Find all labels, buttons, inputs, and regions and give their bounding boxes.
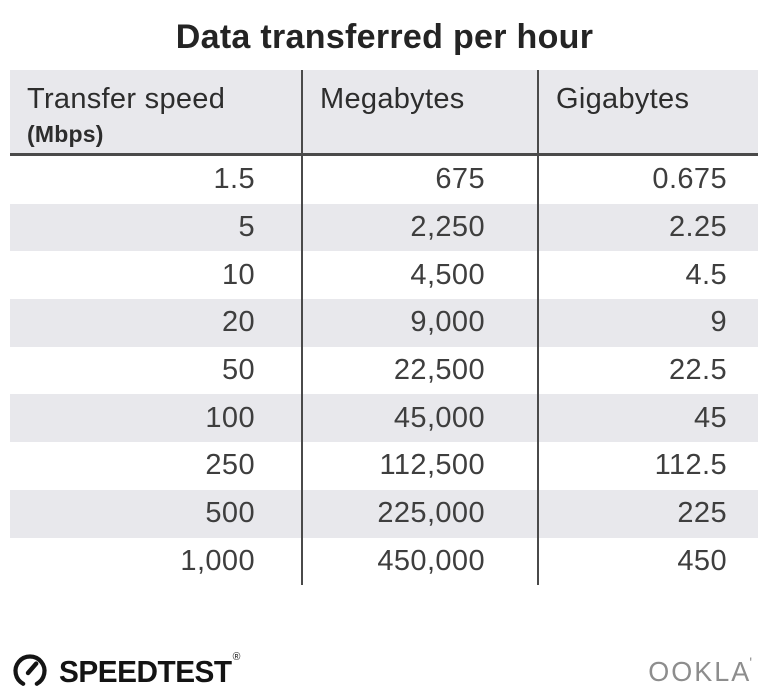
speedtest-logo: SPEEDTEST® bbox=[10, 651, 246, 691]
cell-gigabytes: 45 bbox=[537, 394, 758, 443]
cell-transfer-speed: 5 bbox=[238, 211, 255, 244]
table-row: 1.5 675 0.675 bbox=[10, 156, 758, 204]
column-header-transfer-speed-unit: (Mbps) bbox=[27, 121, 104, 147]
cell-gigabytes: 2.25 bbox=[537, 203, 758, 252]
cell-megabytes: 675 bbox=[301, 156, 537, 204]
cell-megabytes: 225,000 bbox=[301, 489, 537, 538]
cell-gigabytes: 225 bbox=[537, 489, 758, 538]
cell-transfer-speed: 1,000 bbox=[180, 544, 255, 577]
page-title: Data transferred per hour bbox=[175, 18, 594, 56]
table-row: 20 9,000 9 bbox=[10, 299, 758, 347]
table-row: 500 225,000 225 bbox=[10, 489, 758, 538]
column-header-gigabytes: Gigabytes bbox=[537, 70, 758, 153]
cell-transfer-speed: 10 bbox=[221, 258, 255, 291]
cell-transfer-speed: 250 bbox=[205, 449, 255, 482]
table-row: 5 2,250 2.25 bbox=[10, 203, 758, 252]
column-header-transfer-speed-label: Transfer speed bbox=[27, 83, 226, 115]
cell-transfer-speed: 20 bbox=[221, 306, 255, 339]
cell-megabytes: 4,500 bbox=[301, 251, 537, 300]
table-row: 100 45,000 45 bbox=[10, 394, 758, 443]
cell-megabytes: 450,000 bbox=[301, 537, 537, 586]
cell-gigabytes: 9 bbox=[537, 299, 758, 347]
speedtest-registered-mark: ® bbox=[232, 650, 241, 663]
table-row: 1,000 450,000 450 bbox=[10, 537, 758, 586]
ookla-logo: OOKLA' bbox=[648, 655, 756, 688]
table-header-row: Transfer speed (Mbps) Megabytes Gigabyte… bbox=[10, 70, 758, 156]
cell-megabytes: 9,000 bbox=[301, 299, 537, 347]
table-body: 1.5 675 0.675 5 2,250 2.25 10 4,500 4.5 … bbox=[10, 156, 758, 586]
speedtest-label: SPEEDTEST bbox=[59, 653, 232, 689]
cell-gigabytes: 22.5 bbox=[537, 346, 758, 395]
cell-megabytes: 112,500 bbox=[301, 442, 537, 490]
cell-gigabytes: 0.675 bbox=[537, 156, 758, 204]
table-row: 10 4,500 4.5 bbox=[10, 251, 758, 300]
cell-gigabytes: 450 bbox=[537, 537, 758, 586]
column-header-transfer-speed: Transfer speed (Mbps) bbox=[10, 70, 301, 153]
cell-megabytes: 22,500 bbox=[301, 346, 537, 395]
table-row: 50 22,500 22.5 bbox=[10, 346, 758, 395]
cell-transfer-speed: 1.5 bbox=[213, 163, 255, 196]
speedtest-wordmark: SPEEDTEST® bbox=[59, 651, 240, 689]
cell-transfer-speed: 100 bbox=[205, 401, 255, 434]
ookla-trademark-tick: ' bbox=[749, 653, 754, 671]
cell-megabytes: 2,250 bbox=[301, 203, 537, 252]
ookla-wordmark: OOKLA bbox=[648, 655, 752, 688]
cell-transfer-speed: 500 bbox=[205, 497, 255, 530]
table-row: 250 112,500 112.5 bbox=[10, 442, 758, 490]
column-header-megabytes: Megabytes bbox=[301, 70, 537, 153]
cell-transfer-speed: 50 bbox=[221, 354, 255, 387]
cell-gigabytes: 4.5 bbox=[537, 251, 758, 300]
cell-megabytes: 45,000 bbox=[301, 394, 537, 443]
speedtest-gauge-icon bbox=[13, 654, 47, 686]
cell-gigabytes: 112.5 bbox=[537, 442, 758, 490]
data-table: Transfer speed (Mbps) Megabytes Gigabyte… bbox=[10, 70, 758, 586]
